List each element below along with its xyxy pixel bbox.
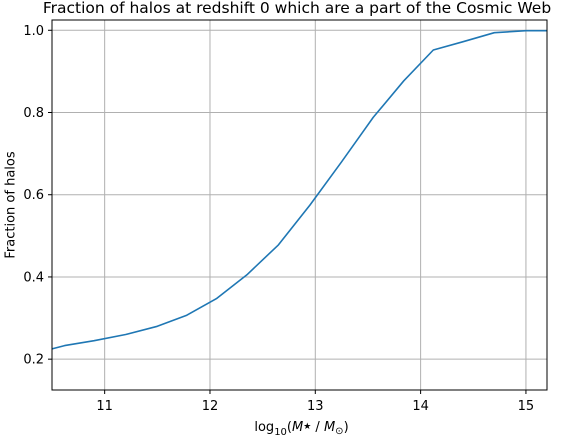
series-line [51,29,547,350]
grid [52,20,547,390]
y-tick-label: 0.2 [23,353,44,368]
x-axis-title: log10(M★ / M⊙) [254,420,348,437]
x-tick-label: 13 [307,399,324,414]
series-group [51,29,547,350]
y-tick-label: 0.4 [23,270,44,285]
x-tick-label: 15 [518,399,535,414]
axis-ticks: 11 12 13 14 15 0.2 0.4 0.6 0.8 1.0 [23,24,534,414]
x-tick-label: 12 [202,399,219,414]
y-tick-label: 0.6 [23,188,44,203]
y-axis-title: Fraction of halos [4,151,19,258]
x-axis-title-subscript: 10 [274,427,287,437]
chart-title: Fraction of halos at redshift 0 which ar… [43,0,551,17]
x-tick-label: 14 [412,399,429,414]
x-tick-label: 11 [96,399,113,414]
plot-frame [51,19,548,391]
y-tick-label: 0.8 [23,106,44,121]
y-tick-label: 1.0 [23,24,44,39]
